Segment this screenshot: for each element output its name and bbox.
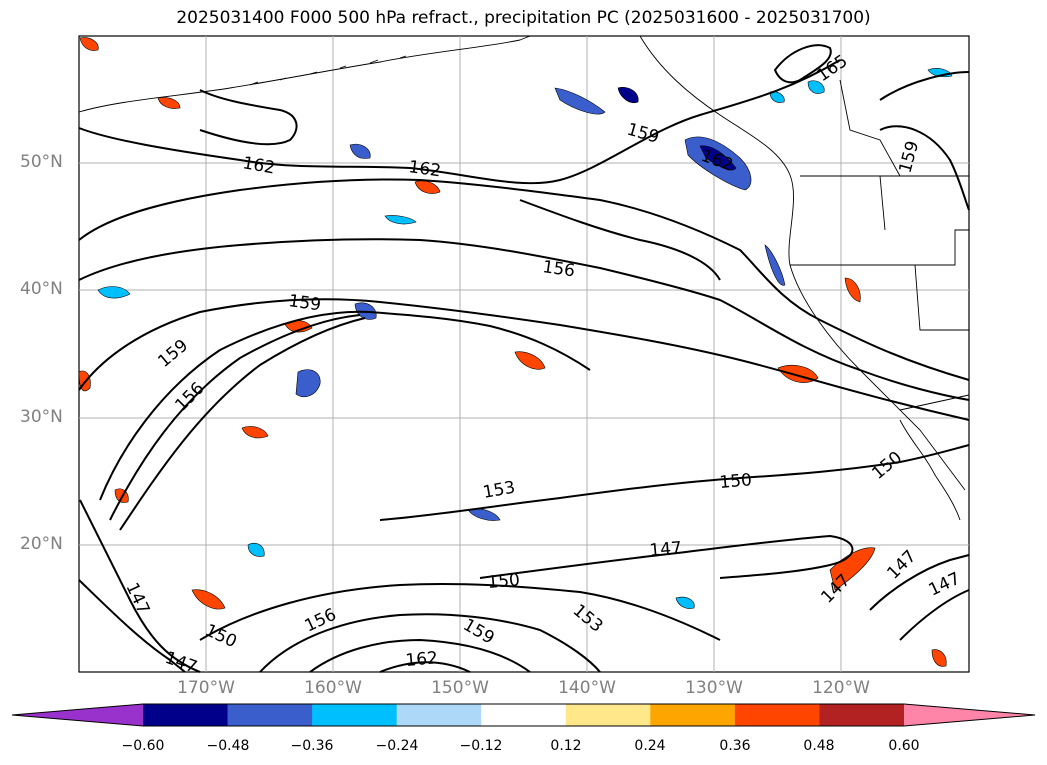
precip-patch [675, 596, 695, 609]
lon-label-140w: 140°W [558, 678, 616, 698]
colorbar-tick-label: 0.60 [888, 738, 920, 754]
colorbar-tick-label: 0.24 [634, 738, 666, 754]
precip-patch [247, 542, 265, 557]
contour-line [78, 178, 970, 381]
lat-label-50n: 50°N [20, 152, 63, 172]
contour-line [78, 59, 841, 185]
state-border-2 [790, 229, 969, 266]
precip-patch [295, 369, 321, 397]
lat-label-30n: 30°N [20, 407, 63, 427]
contour-line [119, 317, 366, 531]
contour-line [879, 71, 970, 101]
precip-patch [349, 143, 371, 159]
contour-line [379, 444, 970, 521]
contour-label: 150 [719, 470, 753, 493]
contour-line [379, 661, 471, 673]
precip-patch [241, 426, 269, 439]
contour-line [519, 199, 721, 281]
contour-label: 156 [541, 257, 576, 281]
contour-line [879, 125, 970, 211]
lon-label-160w: 160°W [304, 678, 362, 698]
contour-line [773, 44, 832, 84]
precip-patch [79, 37, 99, 51]
precip-patch [764, 244, 786, 286]
contour-label: 162 [405, 648, 439, 671]
precip-patch [384, 215, 417, 225]
coastlines [78, 35, 970, 521]
gridlines [79, 36, 969, 672]
lat-label-20n: 20°N [20, 534, 63, 554]
precip-patch [844, 277, 861, 303]
state-border-1 [839, 79, 901, 177]
colorbar-tick-label: −0.36 [290, 738, 334, 754]
precip-patch [514, 351, 546, 370]
precip-patch [554, 87, 606, 115]
precip-patch [807, 80, 825, 94]
precip-patch [931, 649, 947, 667]
precip-patch [829, 547, 876, 591]
refractivity-contours [78, 44, 970, 673]
colorbar-tick-label: −0.12 [459, 738, 503, 754]
contour-line [899, 589, 970, 641]
contour-line [259, 613, 601, 673]
colorbar-tick-label: 0.48 [803, 738, 835, 754]
contour-label: 147 [649, 538, 683, 561]
colorbar-tick-label: 0.36 [719, 738, 751, 754]
lon-label-150w: 150°W [431, 678, 489, 698]
alaska-coast [78, 35, 531, 113]
colorbar-tick-label: −0.48 [206, 738, 250, 754]
lon-label-120w: 120°W [812, 678, 870, 698]
lon-label-170w: 170°W [177, 678, 235, 698]
figure-title: 2025031400 F000 500 hPa refract., precip… [176, 8, 871, 28]
precip-patch [97, 286, 131, 299]
contour-line [78, 579, 186, 673]
precip-patch [769, 91, 785, 103]
contour-label: 150 [487, 570, 521, 593]
colorbar-tick-label: −0.24 [375, 738, 419, 754]
baja-coast [899, 419, 961, 521]
aleutian-islands [249, 55, 407, 86]
contour-line [78, 298, 970, 421]
contour-line [199, 89, 298, 146]
contour-line [479, 534, 854, 579]
lon-label-130w: 130°W [685, 678, 743, 698]
contour-line [109, 314, 361, 521]
precip-patch [191, 589, 226, 610]
contour-line [99, 310, 591, 501]
contour-line [199, 582, 721, 641]
state-border-3 [879, 175, 969, 331]
colorbar-tick-label: 0.12 [550, 738, 582, 754]
precip-patches [78, 37, 953, 667]
contour-line [78, 238, 970, 401]
contour-label: 159 [287, 291, 322, 315]
colorbar-tick-label: −0.60 [121, 738, 165, 754]
contour-label: 162 [407, 157, 442, 181]
contour-line [869, 554, 970, 611]
precip-patch [617, 87, 639, 103]
precip-patch [699, 145, 737, 171]
precip-patch [157, 97, 181, 109]
contour-line [309, 638, 531, 673]
contour-line [79, 499, 201, 673]
lat-label-40n: 40°N [20, 279, 63, 299]
